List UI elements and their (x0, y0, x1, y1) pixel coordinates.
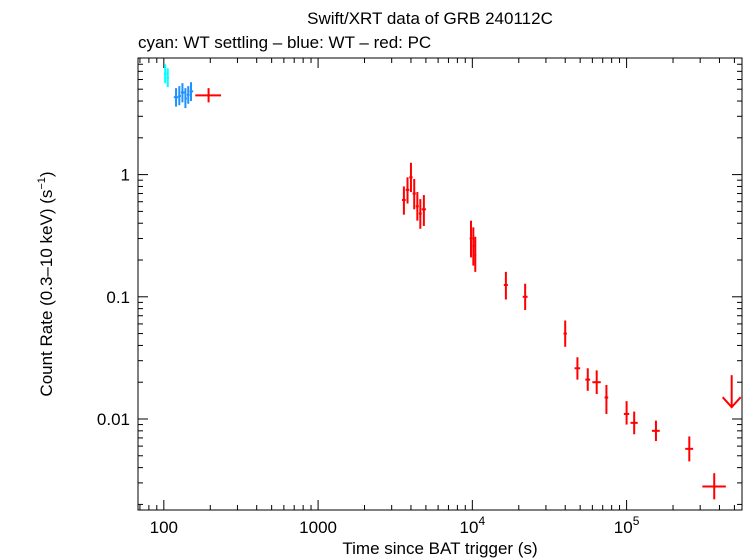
series-group (173, 82, 194, 109)
x-tick-label: 1000 (299, 518, 337, 537)
y-axis-label-end: ) (37, 171, 56, 177)
data-point (186, 86, 190, 104)
data-point (592, 370, 601, 395)
x-tick-label-base: 1000 (299, 518, 337, 537)
data-point (195, 88, 222, 103)
plot-frame (137, 57, 743, 511)
data-point (189, 82, 194, 102)
data-point (178, 86, 181, 106)
data-point (685, 436, 694, 462)
data-point (412, 179, 416, 210)
data-point (421, 195, 426, 226)
y-axis-label-main: Count Rate (0.3–10 keV) (s (37, 190, 56, 397)
data-point (651, 420, 660, 442)
x-tick-label-base: 100 (150, 518, 178, 537)
chart-title: Swift/XRT data of GRB 240112C (307, 9, 553, 28)
x-tick-label: 100 (150, 518, 178, 537)
data-point (402, 186, 406, 215)
data-point (173, 88, 179, 107)
x-axis-label: Time since BAT trigger (s) (342, 539, 537, 558)
data-point (702, 473, 726, 500)
data-point (163, 64, 167, 84)
upper-limit-marker (721, 375, 742, 409)
data-marks (163, 64, 742, 500)
data-point (563, 320, 567, 347)
series-group (163, 64, 169, 88)
x-tick-label-base: 10 (460, 518, 479, 537)
y-tick-label: 1 (121, 166, 130, 185)
data-point (469, 220, 473, 258)
data-point (472, 227, 475, 266)
data-point (405, 177, 410, 204)
data-point (574, 357, 581, 380)
data-point (166, 68, 169, 88)
data-point (623, 401, 630, 425)
data-point (184, 88, 187, 109)
x-tick-label-exponent: 4 (478, 514, 485, 528)
y-axis-label-sup: −1 (36, 177, 48, 190)
y-axis-label: Count Rate (0.3–10 keV) (s−1) (36, 171, 56, 396)
chart-subtitle: cyan: WT settling – blue: WT – red: PC (138, 33, 431, 52)
data-point (503, 271, 508, 300)
data-point (180, 83, 185, 103)
x-tick-label: 105 (614, 514, 640, 537)
data-point (474, 236, 477, 272)
x-tick-label: 104 (460, 514, 486, 537)
y-tick-label: 0.01 (97, 410, 130, 429)
data-point (585, 368, 591, 391)
data-point (415, 192, 419, 221)
x-tick-label-base: 10 (614, 518, 633, 537)
data-point (630, 411, 638, 435)
data-point (522, 283, 528, 310)
series-group (195, 88, 742, 500)
data-point (604, 384, 609, 414)
y-tick-label: 0.1 (106, 288, 130, 307)
data-point (418, 199, 422, 229)
data-point (409, 162, 413, 193)
x-tick-label-exponent: 5 (633, 514, 640, 528)
upper-limit-arrowhead (721, 396, 742, 409)
